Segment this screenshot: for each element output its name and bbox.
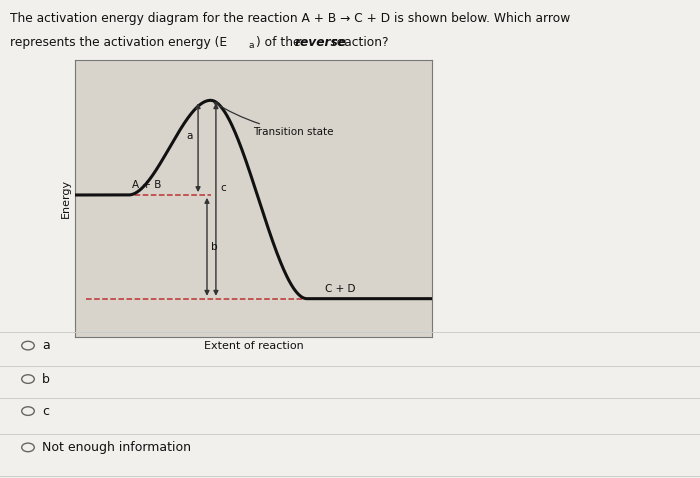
- Text: c: c: [220, 183, 226, 193]
- Text: The activation energy diagram for the reaction A + B → C + D is shown below. Whi: The activation energy diagram for the re…: [10, 12, 570, 25]
- Text: Not enough information: Not enough information: [42, 441, 191, 454]
- X-axis label: Extent of reaction: Extent of reaction: [204, 341, 303, 351]
- Text: b: b: [211, 242, 218, 252]
- Text: A + B: A + B: [132, 181, 162, 190]
- Text: a: a: [42, 339, 50, 352]
- Text: reverse: reverse: [295, 36, 346, 49]
- Text: c: c: [42, 404, 49, 418]
- Text: a: a: [186, 131, 193, 141]
- Text: Transition state: Transition state: [214, 102, 334, 137]
- Text: a: a: [248, 41, 254, 50]
- Text: C + D: C + D: [325, 284, 356, 294]
- Text: b: b: [42, 372, 50, 386]
- Text: represents the activation energy (E: represents the activation energy (E: [10, 36, 228, 49]
- Text: reaction?: reaction?: [328, 36, 388, 49]
- Y-axis label: Energy: Energy: [61, 179, 71, 218]
- Text: ) of the: ) of the: [256, 36, 304, 49]
